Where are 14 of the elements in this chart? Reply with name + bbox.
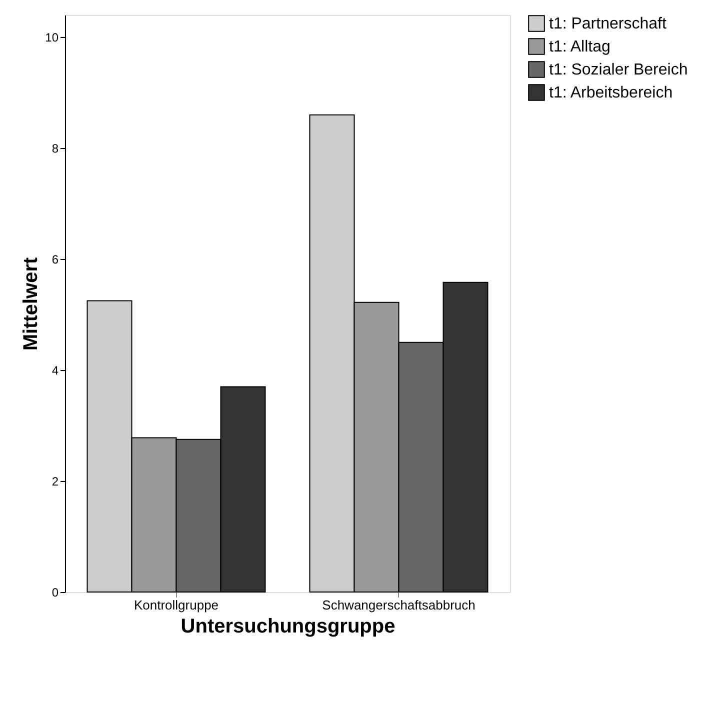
- y-tick-label: 10: [45, 30, 59, 45]
- legend-label: t1: Partnerschaft: [549, 16, 667, 32]
- x-tick-label: Kontrollgruppe: [134, 598, 219, 612]
- legend-label: t1: Alltag: [549, 38, 610, 56]
- y-axis-title: Mittelwert: [20, 256, 42, 351]
- y-tick-label: 0: [52, 586, 59, 600]
- legend-label: t1: Sozialer Bereich: [549, 62, 688, 78]
- y-tick-label: 8: [52, 142, 59, 156]
- x-tick-label: Schwangerschaftsabbruch: [322, 598, 476, 612]
- legend-label: t1: Arbeitsbereich: [549, 84, 673, 102]
- y-tick-label: 2: [52, 474, 59, 489]
- x-axis-title: Untersuchungsgruppe: [180, 616, 396, 638]
- y-tick-label: 6: [52, 252, 59, 267]
- y-tick-label: 4: [52, 364, 59, 378]
